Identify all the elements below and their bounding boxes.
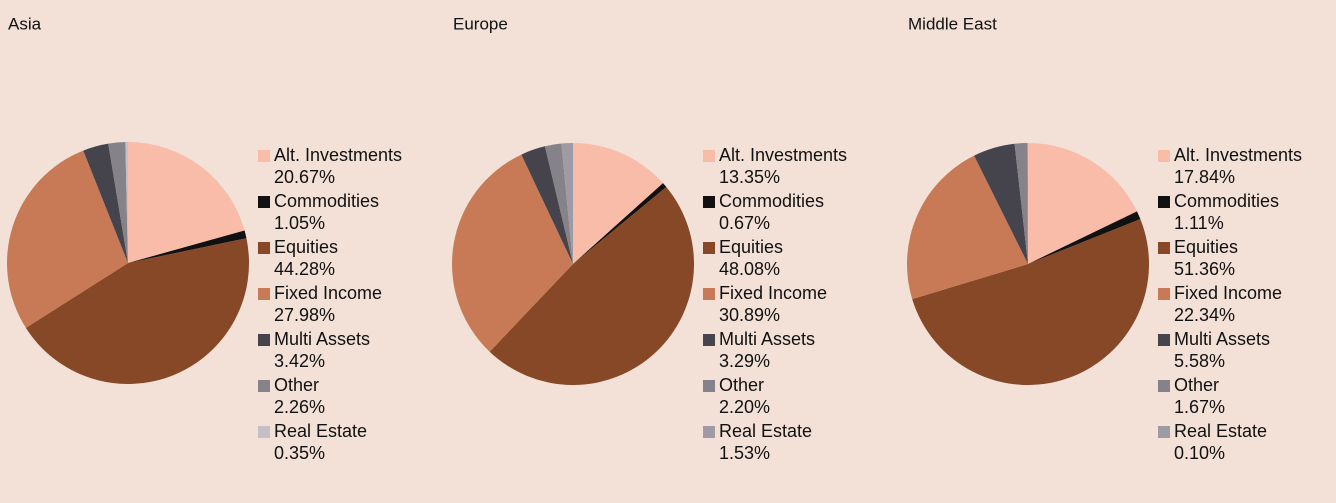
legend-value: 2.26% (274, 397, 325, 417)
pie-slice (128, 142, 245, 263)
legend-label: Alt. Investments (719, 145, 847, 165)
legend-swatch (258, 196, 270, 208)
legend-swatch (258, 150, 270, 162)
chart-title: Europe (453, 14, 508, 33)
legend-value: 3.29% (719, 351, 770, 371)
pie-slice (452, 154, 573, 352)
legend-label: Real Estate (1174, 421, 1267, 441)
legend-swatch (703, 426, 715, 438)
legend-value: 13.35% (719, 167, 780, 187)
chart-title: Middle East (908, 14, 997, 33)
legend-label: Commodities (274, 191, 379, 211)
legend-swatch (258, 334, 270, 346)
legend-label: Equities (1174, 237, 1238, 257)
legend-label: Fixed Income (1174, 283, 1282, 303)
legend-value: 2.20% (719, 397, 770, 417)
legend-label: Commodities (1174, 191, 1279, 211)
pie-slice (521, 146, 573, 264)
legend-value: 22.34% (1174, 305, 1235, 325)
pie-slice (912, 219, 1150, 386)
legend-swatch (703, 150, 715, 162)
legend-label: Commodities (719, 191, 824, 211)
legend-value: 51.36% (1174, 259, 1235, 279)
legend-label: Multi Assets (274, 329, 370, 349)
legend-swatch (258, 242, 270, 254)
pie-slice (83, 143, 128, 263)
legend-value: 0.10% (1174, 443, 1225, 463)
legend-swatch (1158, 150, 1170, 162)
legend-swatch (1158, 288, 1170, 300)
legend-label: Real Estate (274, 421, 367, 441)
legend-swatch (1158, 242, 1170, 254)
pie-slice (1028, 143, 1137, 264)
pie-slice (125, 142, 128, 263)
legend-swatch (703, 380, 715, 392)
legend-swatch (1158, 380, 1170, 392)
legend-value: 0.35% (274, 443, 325, 463)
pie-slice (128, 230, 247, 263)
pie-slice (907, 155, 1028, 300)
legend-swatch (258, 288, 270, 300)
legend-label: Fixed Income (719, 283, 827, 303)
legend-swatch (1158, 426, 1170, 438)
legend-value: 44.28% (274, 259, 335, 279)
legend-swatch (703, 334, 715, 346)
legend-label: Other (1174, 375, 1219, 395)
legend-label: Alt. Investments (1174, 145, 1302, 165)
legend-label: Equities (274, 237, 338, 257)
legend-swatch (703, 196, 715, 208)
pie-slice (544, 143, 573, 264)
pie-slice (974, 143, 1028, 264)
pie-slice (6, 150, 128, 328)
legend-label: Multi Assets (719, 329, 815, 349)
pie-slice (573, 143, 663, 264)
legend-value: 1.11% (1174, 213, 1224, 233)
legend-swatch (1158, 196, 1170, 208)
pie-slice (25, 238, 249, 384)
pie-slice (489, 186, 694, 385)
legend-value: 1.67% (1174, 397, 1225, 417)
legend-value: 5.58% (1174, 351, 1225, 371)
legend-swatch (258, 380, 270, 392)
legend-label: Real Estate (719, 421, 812, 441)
legend-value: 17.84% (1174, 167, 1235, 187)
legend-value: 1.05% (274, 213, 325, 233)
legend-label: Alt. Investments (274, 145, 402, 165)
legend-swatch (1158, 334, 1170, 346)
legend-swatch (258, 426, 270, 438)
legend-label: Other (274, 375, 319, 395)
pie-slice (561, 143, 573, 264)
pie-slice (1028, 211, 1141, 264)
pie-slice (1027, 143, 1028, 264)
pie-slice (573, 183, 667, 264)
legend-label: Multi Assets (1174, 329, 1270, 349)
legend-swatch (703, 288, 715, 300)
legend-swatch (703, 242, 715, 254)
legend-value: 27.98% (274, 305, 335, 325)
legend-value: 0.67% (719, 213, 770, 233)
pie-slice (108, 142, 128, 263)
pie-slice (1014, 143, 1028, 264)
legend-value: 1.53% (719, 443, 770, 463)
legend-label: Fixed Income (274, 283, 382, 303)
legend-label: Other (719, 375, 764, 395)
legend-value: 3.42% (274, 351, 325, 371)
legend-value: 30.89% (719, 305, 780, 325)
legend-value: 48.08% (719, 259, 780, 279)
legend-value: 20.67% (274, 167, 335, 187)
chart-title: Asia (8, 14, 42, 33)
legend-label: Equities (719, 237, 783, 257)
